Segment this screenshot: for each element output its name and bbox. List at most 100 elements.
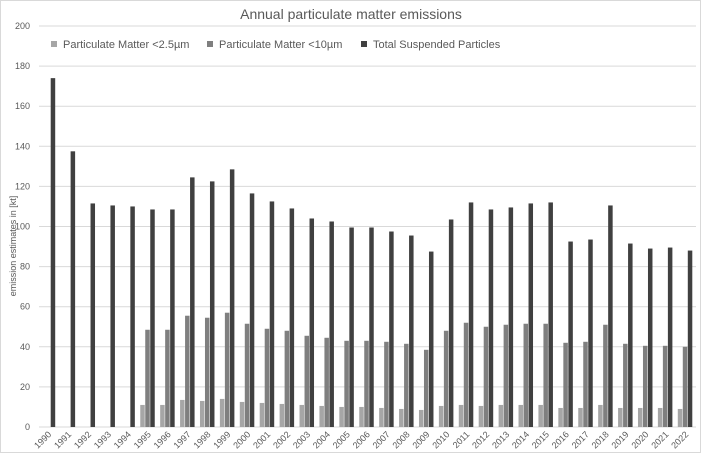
x-tick-label: 2009 — [410, 429, 431, 450]
x-tick-label: 1996 — [152, 429, 173, 450]
bar — [329, 221, 334, 427]
x-tick-label: 1990 — [32, 429, 53, 450]
bar — [483, 326, 489, 427]
bar — [618, 407, 623, 427]
bar — [50, 78, 56, 427]
bar — [389, 231, 394, 427]
bar — [558, 407, 563, 427]
bar — [259, 402, 265, 427]
bar — [319, 405, 324, 427]
x-tick-label: 2011 — [451, 429, 472, 450]
x-tick-label: 2018 — [590, 429, 611, 450]
y-tick-label: 80 — [20, 262, 30, 272]
bar — [543, 323, 548, 427]
legend-swatch — [207, 41, 213, 47]
bar — [657, 407, 663, 427]
x-tick-label: 1991 — [52, 429, 73, 450]
bar — [677, 408, 683, 427]
bar — [578, 407, 583, 427]
bar — [204, 317, 210, 427]
x-tick-label: 2007 — [371, 429, 392, 450]
bar — [90, 203, 96, 427]
bar — [478, 405, 484, 427]
x-axis-ticks: 1990199119921993199419951996199719981999… — [32, 429, 690, 450]
y-tick-label: 20 — [20, 382, 30, 392]
bar — [239, 401, 245, 427]
y-tick-label: 0 — [25, 422, 30, 432]
bar — [140, 404, 145, 427]
x-tick-label: 1998 — [191, 429, 212, 450]
x-tick-label: 2013 — [490, 429, 511, 450]
bar — [508, 207, 514, 427]
bar — [603, 324, 608, 427]
bars — [50, 78, 693, 428]
legend-label: Particulate Matter <2.5µm — [63, 39, 189, 51]
bar — [438, 405, 444, 427]
bar — [548, 202, 553, 427]
bar — [150, 209, 155, 427]
legend-swatch — [51, 41, 57, 47]
bar — [598, 404, 603, 427]
y-tick-label: 100 — [15, 222, 30, 232]
bar — [190, 177, 195, 427]
x-tick-label: 1994 — [112, 429, 133, 450]
bar — [399, 408, 404, 427]
bar — [145, 329, 150, 427]
bar — [458, 404, 464, 427]
bar — [309, 218, 315, 427]
y-tick-label: 60 — [20, 302, 30, 312]
bar — [289, 208, 295, 427]
bar — [269, 201, 275, 427]
bar — [299, 404, 305, 427]
bar — [563, 342, 568, 427]
bar — [130, 206, 135, 427]
bar — [304, 335, 310, 427]
x-tick-label: 2006 — [351, 429, 372, 450]
bar — [219, 398, 225, 427]
bar — [185, 315, 190, 427]
bar — [628, 243, 633, 427]
bar — [364, 340, 369, 427]
x-tick-label: 2003 — [291, 429, 312, 450]
bar — [682, 346, 688, 427]
bar — [199, 400, 205, 427]
bar — [384, 341, 389, 427]
bar — [642, 345, 648, 427]
bar — [418, 409, 424, 427]
bar — [324, 337, 329, 427]
y-tick-label: 160 — [15, 101, 30, 111]
x-tick-label: 2008 — [390, 429, 411, 450]
bar — [264, 328, 270, 427]
bar — [662, 345, 668, 427]
x-tick-label: 2001 — [251, 429, 272, 450]
bar — [667, 247, 673, 427]
x-tick-label: 2002 — [271, 429, 292, 450]
x-tick-label: 1993 — [92, 429, 113, 450]
x-tick-label: 1992 — [72, 429, 93, 450]
x-tick-label: 2021 — [649, 429, 670, 450]
bar — [583, 341, 588, 427]
bar — [503, 324, 509, 427]
bar — [647, 248, 653, 427]
bar — [528, 203, 534, 427]
bar — [498, 404, 504, 427]
x-tick-label: 1999 — [211, 429, 232, 450]
bar — [379, 407, 384, 427]
y-tick-label: 180 — [15, 61, 30, 71]
bar — [428, 251, 434, 427]
legend-label: Particulate Matter <10µm — [219, 39, 342, 51]
y-tick-label: 200 — [15, 21, 30, 31]
y-axis-label: emission estimates in [kt] — [8, 196, 18, 297]
bar — [538, 404, 543, 427]
x-tick-label: 2000 — [231, 429, 252, 450]
y-tick-label: 120 — [15, 181, 30, 191]
x-tick-label: 1995 — [132, 429, 153, 450]
bar — [518, 404, 524, 427]
bar — [637, 407, 643, 427]
bar — [404, 343, 409, 427]
x-tick-label: 2022 — [669, 429, 690, 450]
bar — [160, 404, 165, 427]
bar — [369, 227, 374, 427]
bar — [70, 151, 76, 427]
